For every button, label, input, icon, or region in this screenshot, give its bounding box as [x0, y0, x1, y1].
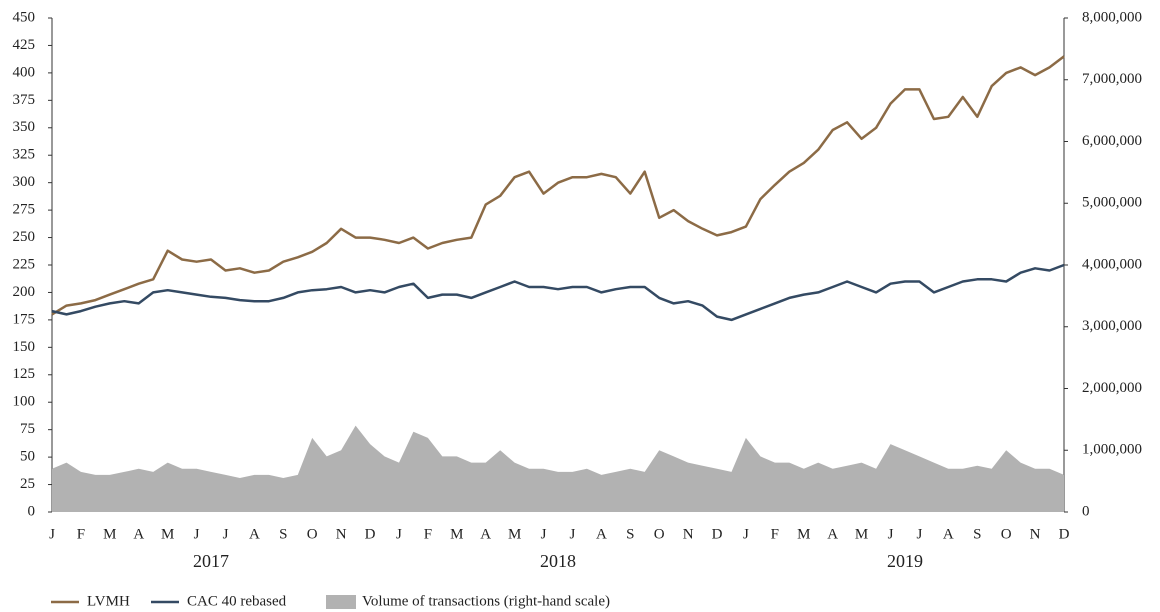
y-tick-label: 400 — [13, 64, 36, 80]
y2-tick-label: 7,000,000 — [1082, 71, 1142, 87]
x-tick-label: J — [49, 526, 55, 542]
x-tick-label: M — [103, 526, 116, 542]
x-tick-label: F — [424, 526, 432, 542]
year-label: 2019 — [887, 551, 923, 571]
series-line — [51, 263, 1065, 322]
x-tick-label: S — [973, 526, 981, 542]
y-tick-label: 325 — [13, 147, 36, 163]
legend-label: LVMH — [87, 593, 130, 609]
x-tick-label: J — [743, 526, 749, 542]
y2-tick-label: 6,000,000 — [1082, 133, 1142, 149]
y2-tick-label: 8,000,000 — [1082, 9, 1142, 25]
y-tick-label: 100 — [13, 394, 36, 410]
y-tick-label: 300 — [13, 174, 36, 190]
year-label: 2017 — [193, 551, 229, 571]
y2-tick-label: 2,000,000 — [1082, 380, 1142, 396]
volume-area — [52, 425, 1064, 512]
x-tick-label: M — [855, 526, 868, 542]
y2-tick-label: 5,000,000 — [1082, 195, 1142, 211]
y-tick-label: 225 — [13, 256, 36, 272]
y-tick-label: 25 — [20, 476, 35, 492]
x-tick-label: A — [943, 526, 954, 542]
legend-label: Volume of transactions (right-hand scale… — [362, 593, 610, 609]
y2-tick-label: 4,000,000 — [1082, 256, 1142, 272]
y-tick-label: 350 — [13, 119, 36, 135]
y-tick-label: 375 — [13, 92, 36, 108]
x-tick-label: F — [77, 526, 85, 542]
y-tick-label: 175 — [13, 311, 36, 327]
x-tick-label: J — [396, 526, 402, 542]
y-tick-label: 250 — [13, 229, 36, 245]
x-tick-label: O — [1001, 526, 1012, 542]
x-tick-label: F — [771, 526, 779, 542]
y-tick-label: 275 — [13, 202, 36, 218]
x-tick-label: A — [827, 526, 838, 542]
x-tick-label: O — [307, 526, 318, 542]
y-tick-label: 0 — [28, 503, 36, 519]
x-tick-label: A — [596, 526, 607, 542]
x-tick-label: N — [1030, 526, 1041, 542]
x-tick-label: M — [797, 526, 810, 542]
x-tick-label: J — [541, 526, 547, 542]
x-tick-label: N — [336, 526, 347, 542]
x-tick-label: M — [450, 526, 463, 542]
x-tick-label: A — [133, 526, 144, 542]
x-tick-label: D — [712, 526, 723, 542]
y-tick-label: 75 — [20, 421, 35, 437]
x-tick-label: J — [888, 526, 894, 542]
y2-tick-label: 3,000,000 — [1082, 318, 1142, 334]
x-tick-label: J — [223, 526, 229, 542]
legend-label: CAC 40 rebased — [187, 593, 287, 609]
x-tick-label: M — [161, 526, 174, 542]
x-tick-label: J — [570, 526, 576, 542]
x-tick-label: D — [1059, 526, 1070, 542]
y-tick-label: 200 — [13, 284, 36, 300]
x-tick-label: O — [654, 526, 665, 542]
y2-tick-label: 0 — [1082, 503, 1090, 519]
x-tick-label: S — [626, 526, 634, 542]
year-label: 2018 — [540, 551, 576, 571]
legend-swatch — [326, 595, 356, 609]
x-tick-label: J — [194, 526, 200, 542]
y-tick-label: 125 — [13, 366, 36, 382]
y-tick-label: 450 — [13, 9, 36, 25]
y2-tick-label: 1,000,000 — [1082, 442, 1142, 458]
x-tick-label: D — [365, 526, 376, 542]
x-tick-label: A — [480, 526, 491, 542]
x-tick-label: S — [279, 526, 287, 542]
y-tick-label: 50 — [20, 449, 35, 465]
x-tick-label: M — [508, 526, 521, 542]
x-tick-label: A — [249, 526, 260, 542]
series-line — [51, 55, 1065, 316]
x-tick-label: J — [917, 526, 923, 542]
y-tick-label: 150 — [13, 339, 36, 355]
x-tick-label: N — [683, 526, 694, 542]
y-tick-label: 425 — [13, 37, 36, 53]
